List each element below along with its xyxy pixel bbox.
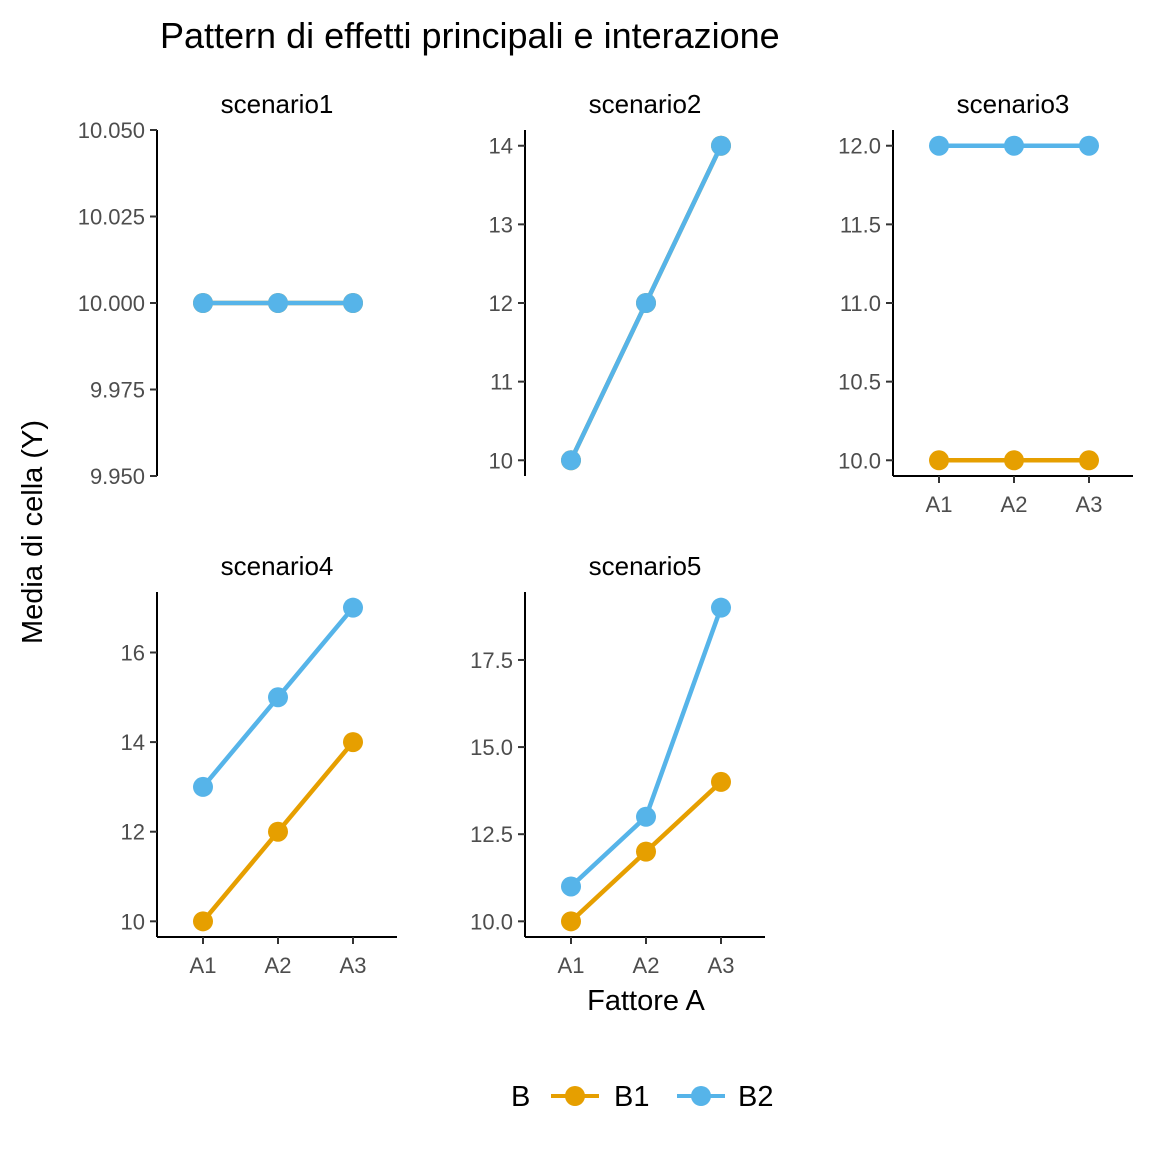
legend-label-b2: B2: [738, 1081, 773, 1113]
panel-scenario5: scenario5 10.0 12.5 15.0 17.5 A1 A2 A3: [470, 551, 765, 978]
data-point-b2: [561, 450, 581, 471]
x-tick-label: A2: [265, 953, 292, 978]
legend-label-b1: B1: [614, 1081, 649, 1113]
panel-scenario4: scenario4 10 12 14 16 A1 A2 A3: [121, 551, 397, 978]
panel-scenario1: scenario1 9.950 9.975 10.000 10.025 10.050: [78, 89, 363, 489]
facet-panels: scenario19.9509.97510.00010.02510.050sce…: [78, 89, 1133, 978]
data-point-b2: [636, 293, 656, 313]
legend-title: B: [511, 1081, 530, 1113]
data-point-b1: [1004, 450, 1024, 471]
x-tick-label: A1: [190, 953, 217, 978]
y-tick-label: 11.5: [840, 212, 881, 237]
x-tick-label: A2: [1001, 492, 1028, 517]
y-tick-label: 11: [490, 370, 513, 395]
y-tick-label: 16: [121, 640, 145, 665]
legend: B B1 B2: [511, 1081, 773, 1113]
data-point-b1: [193, 911, 213, 932]
data-point-b2: [929, 135, 949, 156]
y-tick-label: 13: [489, 212, 513, 237]
data-point-b2: [343, 293, 363, 313]
x-tick-label: A3: [708, 953, 735, 978]
data-point-b1: [636, 841, 656, 862]
y-tick-label: 10.5: [838, 370, 881, 395]
data-point-b2: [636, 806, 656, 827]
y-tick-label: 17.5: [470, 648, 513, 673]
facet-strip-label: scenario1: [221, 89, 334, 119]
facet-strip-label: scenario3: [957, 89, 1070, 119]
y-tick-label: 10.050: [78, 118, 145, 143]
panel-scenario3: scenario3 10.0 10.5 11.0 11.5 12.0 A1 A2 A3: [838, 89, 1133, 517]
data-point-b1: [1079, 450, 1099, 471]
data-point-b2: [1079, 135, 1099, 156]
data-point-b1: [343, 732, 363, 753]
y-axis-title: Media di cella (Y): [17, 420, 49, 644]
legend-key-b1: [551, 1086, 599, 1106]
data-point-b2: [711, 597, 731, 618]
data-point-b2: [193, 293, 213, 313]
y-tick-label: 12: [489, 291, 513, 316]
x-tick-label: A3: [340, 953, 367, 978]
data-point-b1: [561, 911, 581, 932]
y-tick-label: 10.000: [78, 291, 145, 316]
y-tick-label: 12.0: [838, 134, 881, 159]
data-point-b2: [343, 597, 363, 618]
legend-key-b2-marker: [691, 1086, 711, 1106]
y-tick-label: 10.0: [470, 909, 513, 934]
legend-key-b1-marker: [565, 1086, 585, 1106]
y-tick-label: 12.5: [470, 822, 513, 847]
data-point-b1: [929, 450, 949, 471]
y-tick-label: 11.0: [840, 291, 881, 316]
y-tick-label: 10: [121, 909, 145, 934]
y-tick-label: 14: [489, 134, 513, 159]
x-tick-label: A2: [633, 953, 660, 978]
y-tick-label: 15.0: [470, 735, 513, 760]
data-point-b2: [268, 687, 288, 708]
x-tick-label: A1: [926, 492, 953, 517]
x-axis-title: Fattore A: [587, 985, 705, 1017]
data-point-b1: [268, 821, 288, 842]
y-tick-label: 14: [121, 730, 145, 755]
facet-strip-label: scenario2: [589, 89, 702, 119]
facet-strip-label: scenario5: [589, 551, 702, 581]
chart-title: Pattern di effetti principali e interazi…: [160, 15, 780, 56]
y-tick-label: 10.025: [78, 205, 145, 230]
data-point-b2: [561, 876, 581, 897]
facet-strip-label: scenario4: [221, 551, 334, 581]
y-tick-label: 9.975: [90, 378, 145, 403]
panel-scenario2: scenario2 10 11 12 13 14: [489, 89, 731, 476]
y-tick-label: 12: [121, 820, 145, 845]
y-tick-label: 10.0: [838, 448, 881, 473]
data-point-b2: [193, 776, 213, 797]
legend-key-b2: [677, 1086, 725, 1106]
x-tick-label: A3: [1076, 492, 1103, 517]
data-point-b2: [711, 135, 731, 156]
y-tick-label: 9.950: [90, 464, 145, 489]
data-point-b1: [711, 771, 731, 792]
x-tick-label: A1: [558, 953, 585, 978]
data-point-b2: [1004, 135, 1024, 156]
data-point-b2: [268, 293, 288, 313]
y-tick-label: 10: [489, 448, 513, 473]
